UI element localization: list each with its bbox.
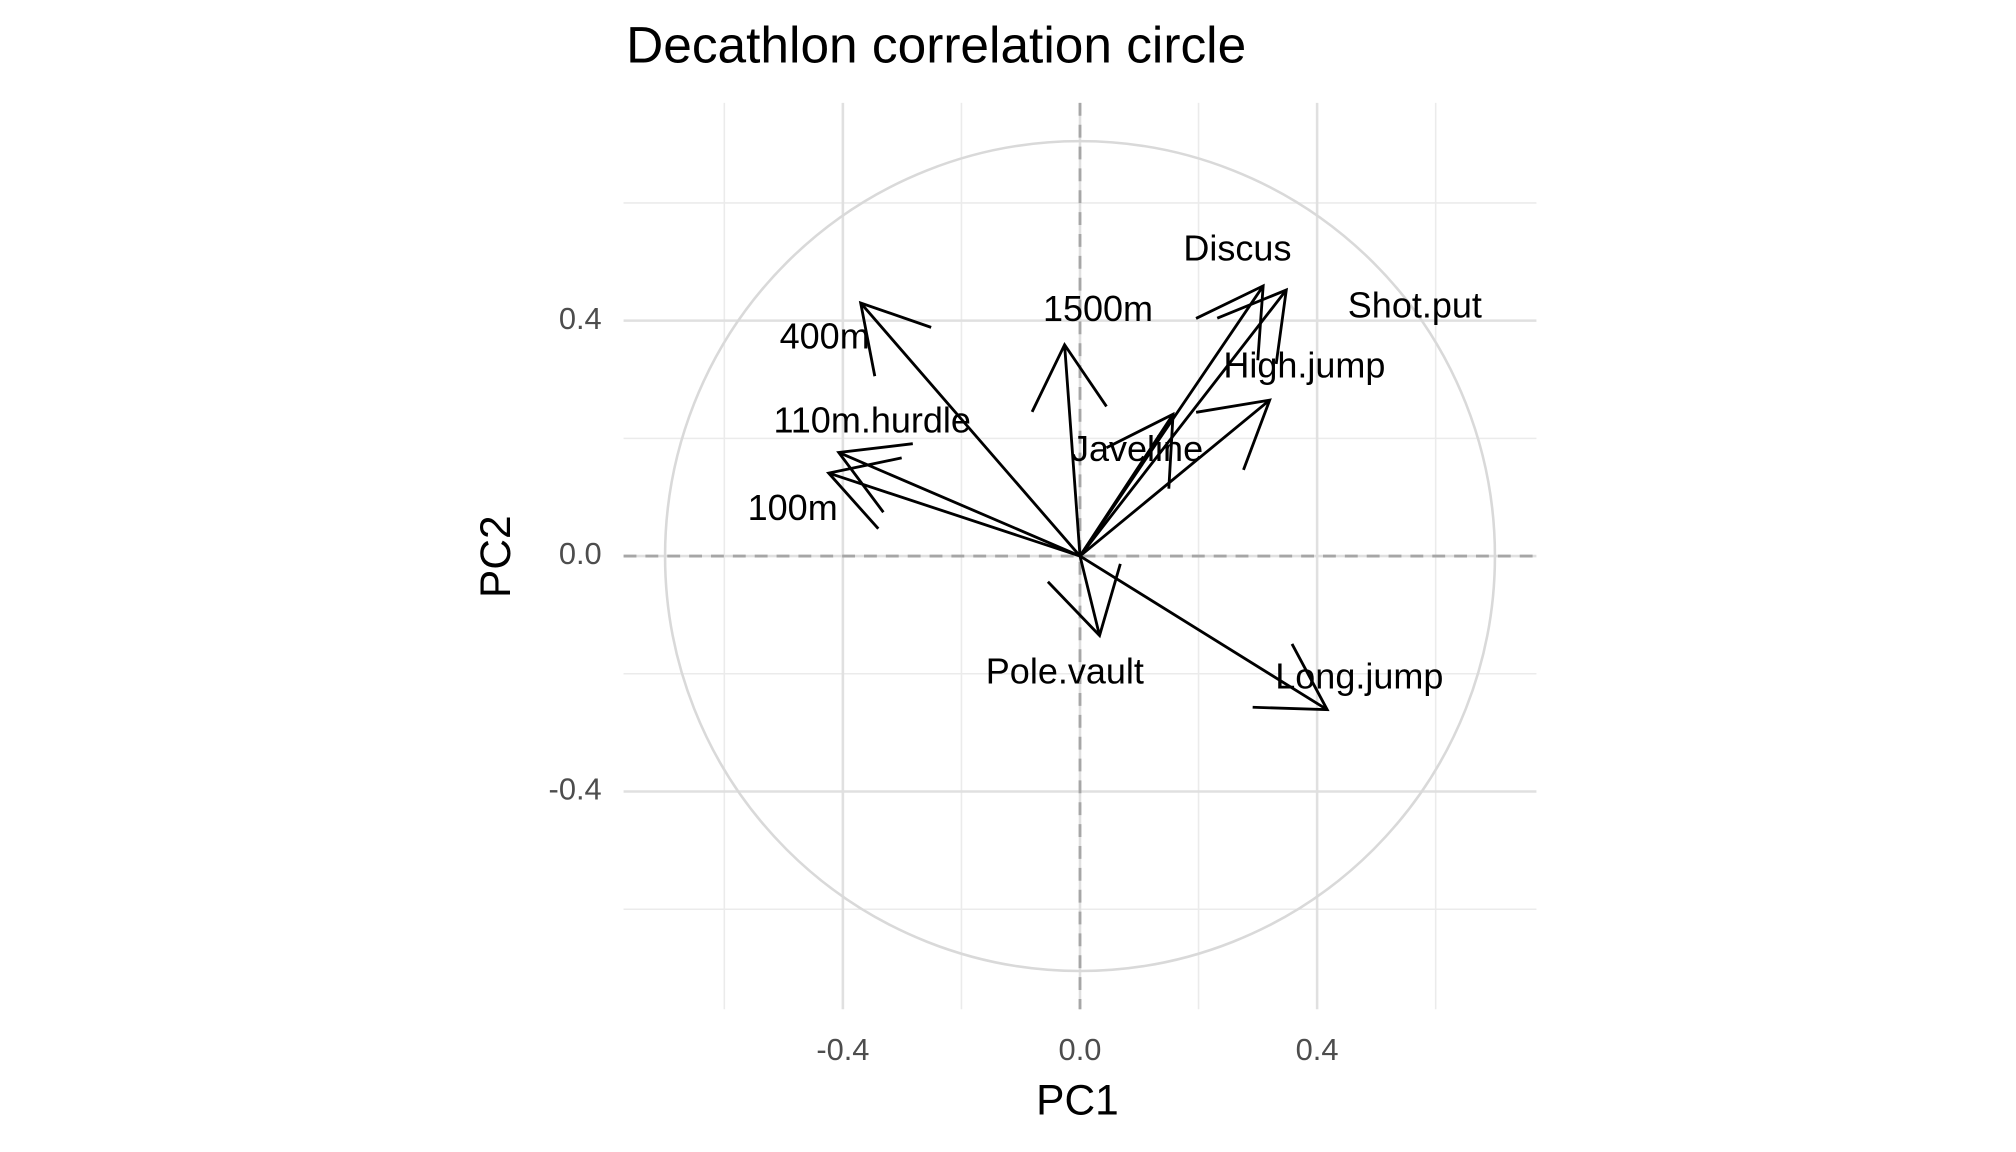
arrow — [1079, 398, 1272, 558]
arrow-label: Pole.vault — [986, 651, 1144, 692]
arrow — [1078, 411, 1175, 557]
arrow — [1079, 554, 1330, 712]
arrow-label: High.jump — [1223, 344, 1385, 385]
arrow — [858, 300, 1082, 557]
y-tick-label: 0.4 — [559, 301, 602, 336]
arrow-label: Long.jump — [1275, 655, 1443, 696]
arrow-label: 1500m — [1043, 288, 1153, 329]
arrow-label: 400m — [780, 315, 870, 356]
arrow — [1030, 341, 1108, 557]
arrow — [1078, 287, 1289, 557]
y-tick-label: 0.0 — [559, 536, 602, 571]
arrow-label: Discus — [1183, 228, 1291, 269]
x-axis-title: PC1 — [1036, 1076, 1119, 1123]
chart-title: Decathlon correlation circle — [626, 15, 1246, 73]
x-tick-label: -0.4 — [816, 1032, 869, 1067]
x-tick-label: 0.0 — [1059, 1032, 1102, 1067]
arrow-label: 100m — [748, 487, 838, 528]
arrow-label: Shot.put — [1348, 285, 1482, 326]
arrow — [1046, 555, 1122, 639]
x-tick-label: 0.4 — [1296, 1032, 1339, 1067]
y-axis-title: PC2 — [472, 515, 519, 598]
arrow — [836, 442, 1081, 558]
y-tick-label: -0.4 — [549, 772, 602, 807]
arrow-label: 110m.hurdle — [773, 399, 970, 440]
arrow — [825, 456, 1081, 558]
arrow-label: Javeline — [1071, 428, 1203, 469]
correlation-circle — [663, 139, 1497, 973]
